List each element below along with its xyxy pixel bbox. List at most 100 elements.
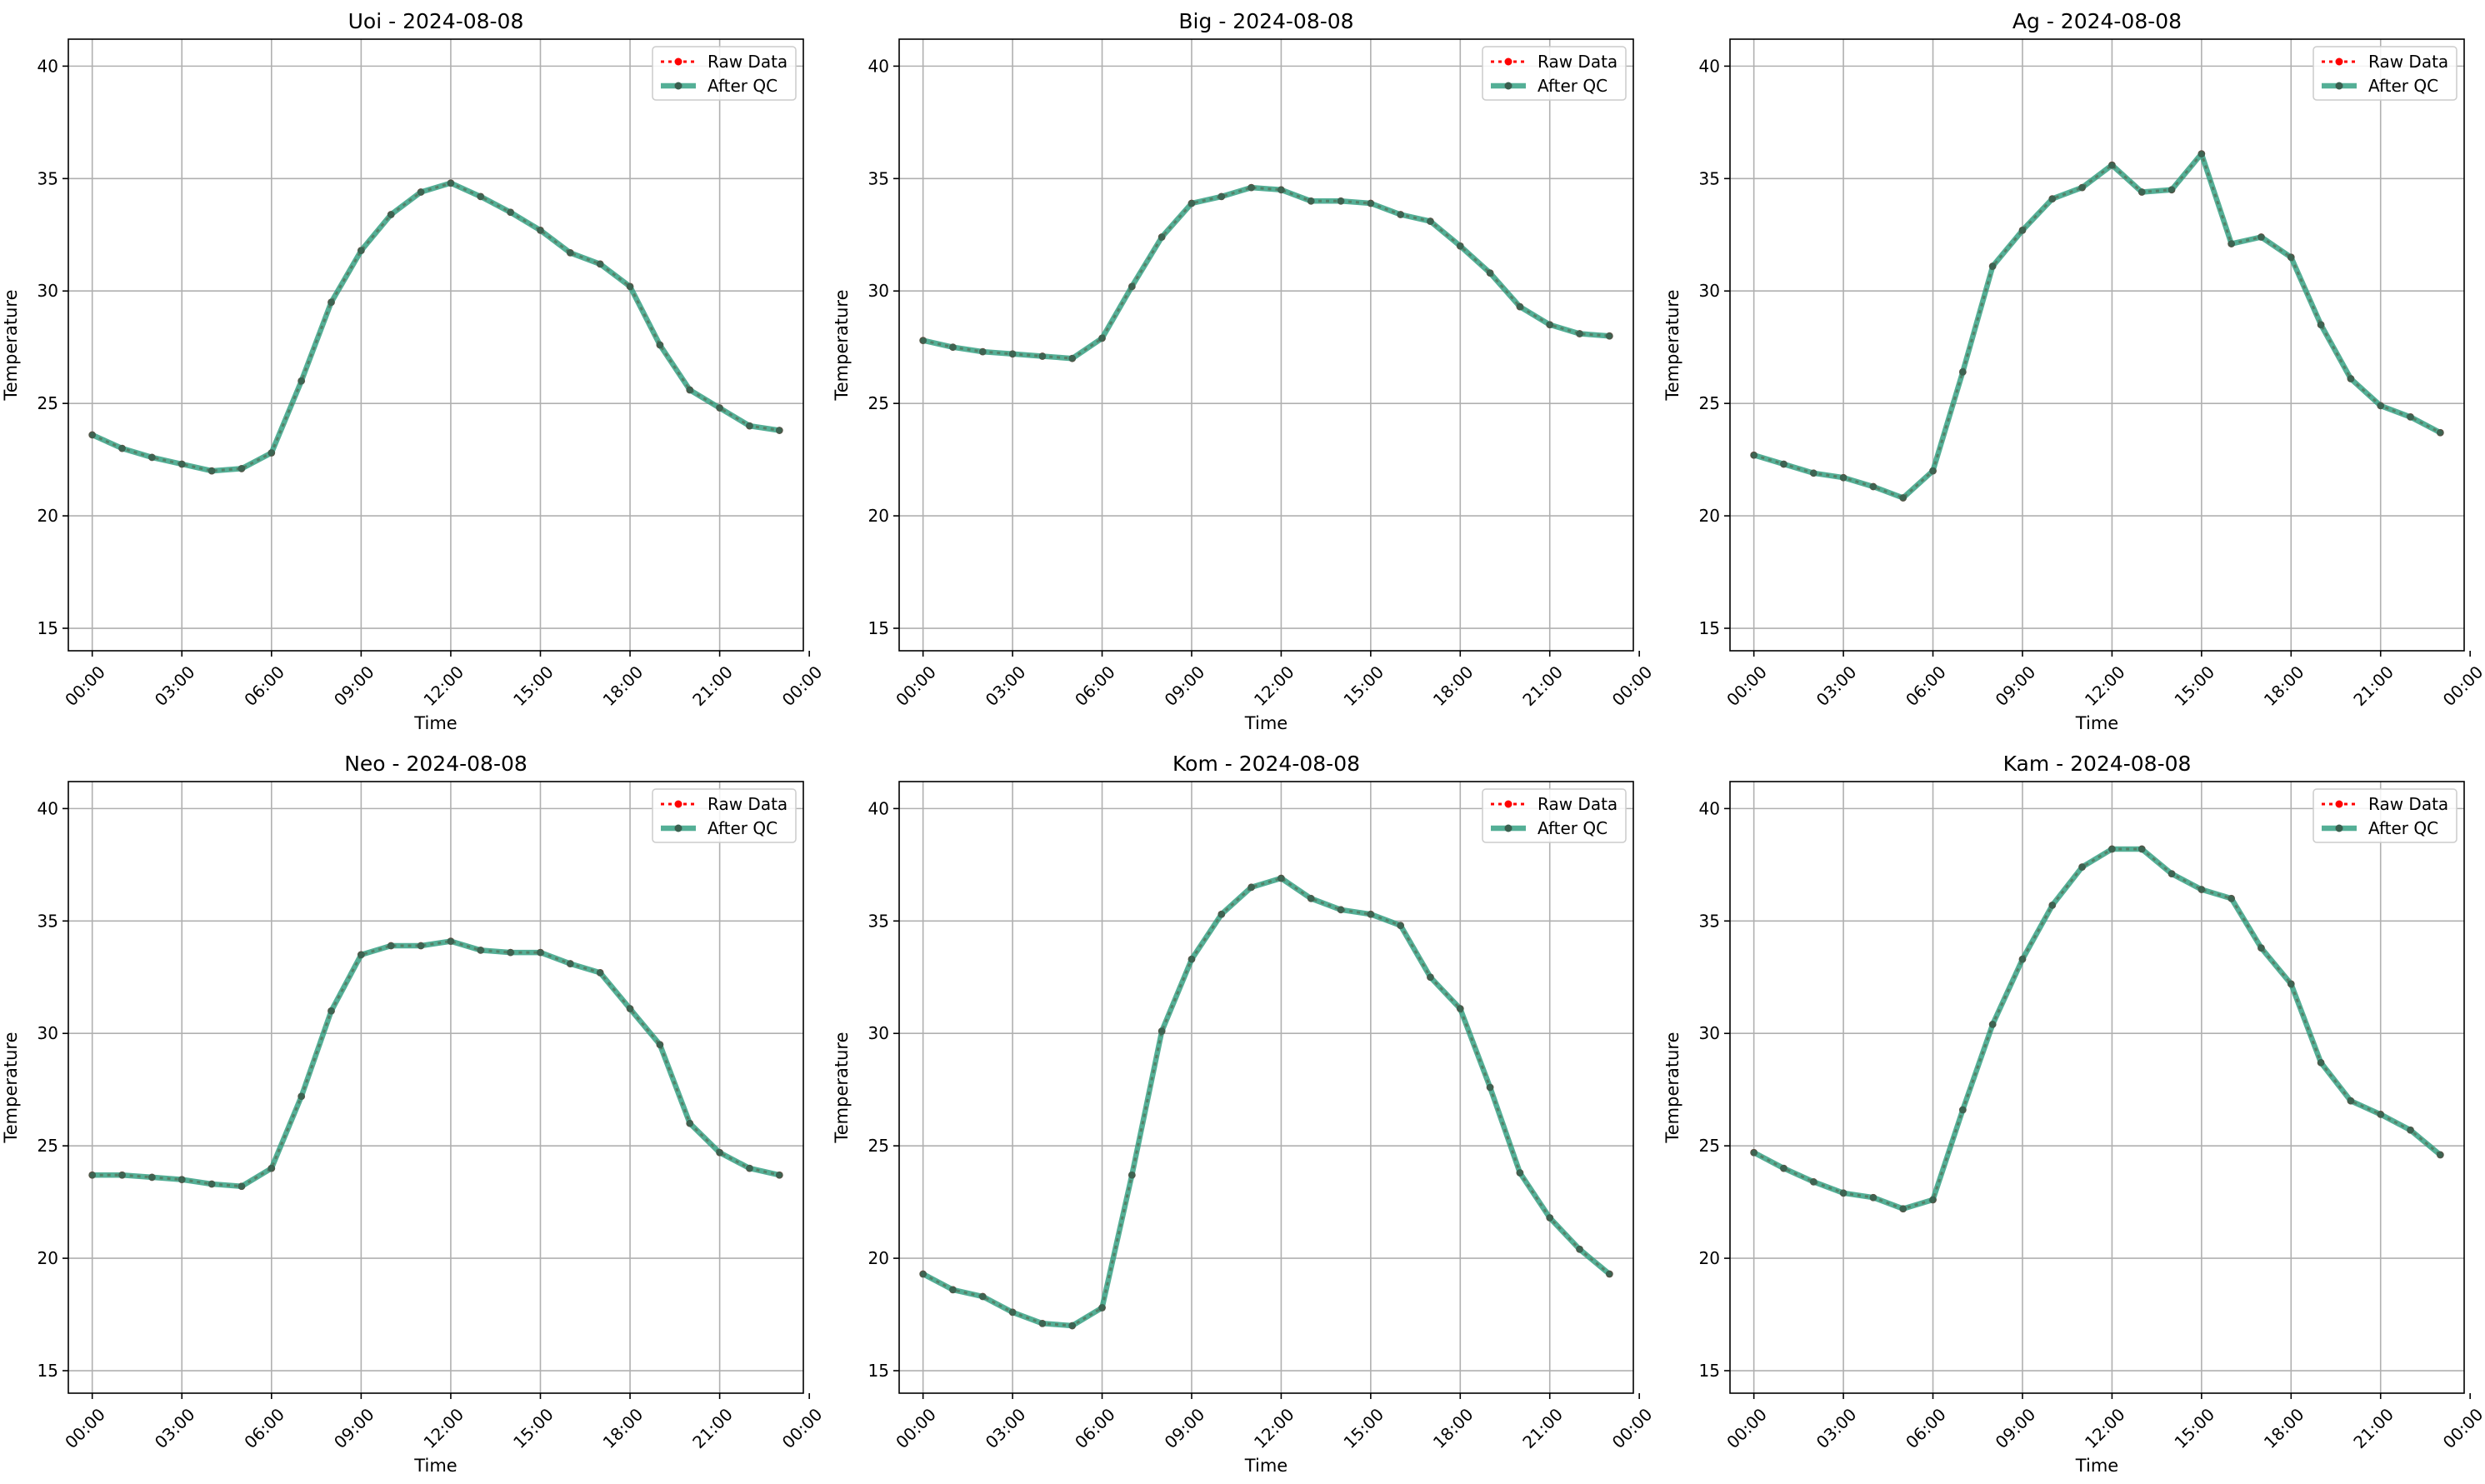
- after-qc-point: [775, 427, 783, 434]
- x-tick-label: 06:00: [1902, 662, 1950, 710]
- x-tick-label: 15:00: [1339, 662, 1388, 710]
- x-tick-label: 03:00: [982, 662, 1030, 710]
- chart-title: Kam - 2024-08-08: [2003, 752, 2192, 776]
- y-tick-label: 40: [1699, 798, 1720, 818]
- after-qc-point: [656, 341, 664, 349]
- y-tick-label: 25: [1699, 1136, 1720, 1156]
- after-qc-point: [1218, 192, 1226, 201]
- y-axis-label: Temperature: [1, 289, 21, 401]
- chart-panel-1: 15 20 25 30 35 40 00:00 03:00 06:00 09:00 12:00 15:…: [832, 9, 1656, 733]
- after-qc-point: [2168, 186, 2176, 194]
- after-qc-point: [1456, 1005, 1464, 1012]
- legend-qc-marker: [674, 82, 682, 90]
- x-tick-label: 15:00: [509, 1404, 558, 1452]
- y-axis-label: Temperature: [832, 289, 852, 401]
- series-group: [1750, 845, 2444, 1213]
- x-tick-label: 06:00: [240, 1404, 288, 1452]
- axes-frame: [898, 38, 1634, 652]
- x-tick-label: 00:00: [892, 662, 940, 710]
- x-axis-label: Time: [2075, 1456, 2118, 1476]
- y-tick-label: 35: [1699, 911, 1720, 931]
- chart-panel-5: 15 20 25 30 35 40 00:00 03:00 06:00 09:00 12:00 15:…: [1662, 752, 2485, 1476]
- x-tick-label: 09:00: [330, 662, 378, 710]
- after-qc-point: [1188, 199, 1196, 207]
- x-tick-label: 00:00: [2439, 662, 2485, 710]
- after-qc-point: [298, 1092, 306, 1101]
- legend-qc-label: After QC: [1538, 76, 1608, 96]
- after-qc-point: [1158, 1027, 1166, 1035]
- x-tick-label: 03:00: [1812, 1404, 1861, 1452]
- after-qc-point: [1188, 955, 1196, 963]
- after-qc-point: [1367, 199, 1375, 207]
- after-qc-point: [477, 946, 485, 954]
- x-tick-label: 18:00: [2260, 1404, 2308, 1452]
- after-qc-point: [1839, 1189, 1848, 1197]
- legend-qc-marker: [1504, 82, 1512, 90]
- axes-frame: [68, 781, 804, 1394]
- y-tick-label: 35: [1699, 168, 1720, 188]
- y-axis-label: Temperature: [1662, 1032, 1682, 1143]
- x-tick-label: 03:00: [151, 662, 199, 710]
- x-tick-label: 06:00: [1071, 1404, 1119, 1452]
- x-tick-label: 09:00: [1161, 662, 1209, 710]
- after-qc-line: [89, 938, 782, 1189]
- after-qc-point: [596, 968, 604, 977]
- raw-data-line: [922, 186, 1610, 360]
- legend-qc-marker: [1504, 824, 1512, 832]
- y-tick-label: 20: [1699, 506, 1720, 526]
- legend: Raw Data After QC: [2312, 46, 2458, 101]
- after-qc-point: [949, 343, 957, 352]
- after-qc-point: [775, 1171, 783, 1179]
- after-qc-point: [1098, 1304, 1106, 1312]
- x-tick-label: 09:00: [1161, 1404, 1209, 1452]
- after-qc-point: [2258, 233, 2265, 241]
- y-tick-label: 30: [38, 281, 58, 301]
- chart-title: Ag - 2024-08-08: [2012, 9, 2182, 33]
- y-tick-label: 25: [868, 393, 889, 413]
- chart-panel-0: 15 20 25 30 35 40 00:00 03:00 06:00 09:00 12:00 15:…: [1, 9, 826, 733]
- after-qc-point: [1486, 1083, 1494, 1092]
- series-group: [88, 937, 783, 1191]
- y-tick-label: 25: [38, 1136, 58, 1156]
- chart-panel-4: 15 20 25 30 35 40 00:00 03:00 06:00 09:00 12:00 15:…: [832, 752, 1656, 1476]
- after-qc-point: [507, 948, 515, 957]
- after-qc-point: [2198, 886, 2206, 893]
- y-tick-label: 30: [868, 1023, 889, 1043]
- after-qc-point: [2407, 1126, 2414, 1134]
- after-qc-point: [208, 1180, 216, 1188]
- after-qc-line: [89, 180, 782, 474]
- y-tick-label: 35: [38, 168, 58, 188]
- x-tick-label: 06:00: [1071, 662, 1119, 710]
- after-qc-point: [1307, 197, 1315, 205]
- after-qc-point: [1068, 354, 1077, 362]
- y-tick-label: 25: [38, 393, 58, 413]
- after-qc-point: [716, 1148, 724, 1157]
- after-qc-point: [596, 260, 604, 268]
- axes-frame: [68, 38, 804, 652]
- after-qc-point: [1038, 352, 1047, 360]
- x-axis-label: Time: [1244, 713, 1288, 733]
- after-qc-point: [1839, 473, 1848, 482]
- after-qc-point: [2377, 1110, 2385, 1118]
- after-qc-point: [208, 467, 216, 475]
- x-tick-label: 21:00: [2349, 1404, 2398, 1452]
- axes-frame: [1729, 38, 2465, 652]
- y-tick-label: 15: [1699, 618, 1720, 638]
- chart-panel-3: 15 20 25 30 35 40 00:00 03:00 06:00 09:00 12:00 15:…: [1, 752, 826, 1476]
- after-qc-point: [1486, 269, 1494, 277]
- after-qc-point: [1988, 1021, 1997, 1028]
- after-qc-point: [1576, 1245, 1583, 1253]
- chart-title: Kom - 2024-08-08: [1172, 752, 1360, 776]
- after-qc-point: [1367, 910, 1375, 918]
- after-qc-line: [920, 875, 1612, 1329]
- after-qc-point: [2048, 902, 2057, 909]
- after-qc-point: [2018, 226, 2027, 234]
- after-qc-point: [1780, 460, 1788, 468]
- after-qc-point: [387, 942, 395, 950]
- y-tick-label: 15: [868, 618, 889, 638]
- after-qc-point: [1958, 367, 1967, 376]
- y-tick-label: 35: [868, 168, 889, 188]
- after-qc-point: [2436, 428, 2444, 437]
- series-group: [88, 179, 783, 475]
- legend-raw-label: Raw Data: [708, 52, 788, 72]
